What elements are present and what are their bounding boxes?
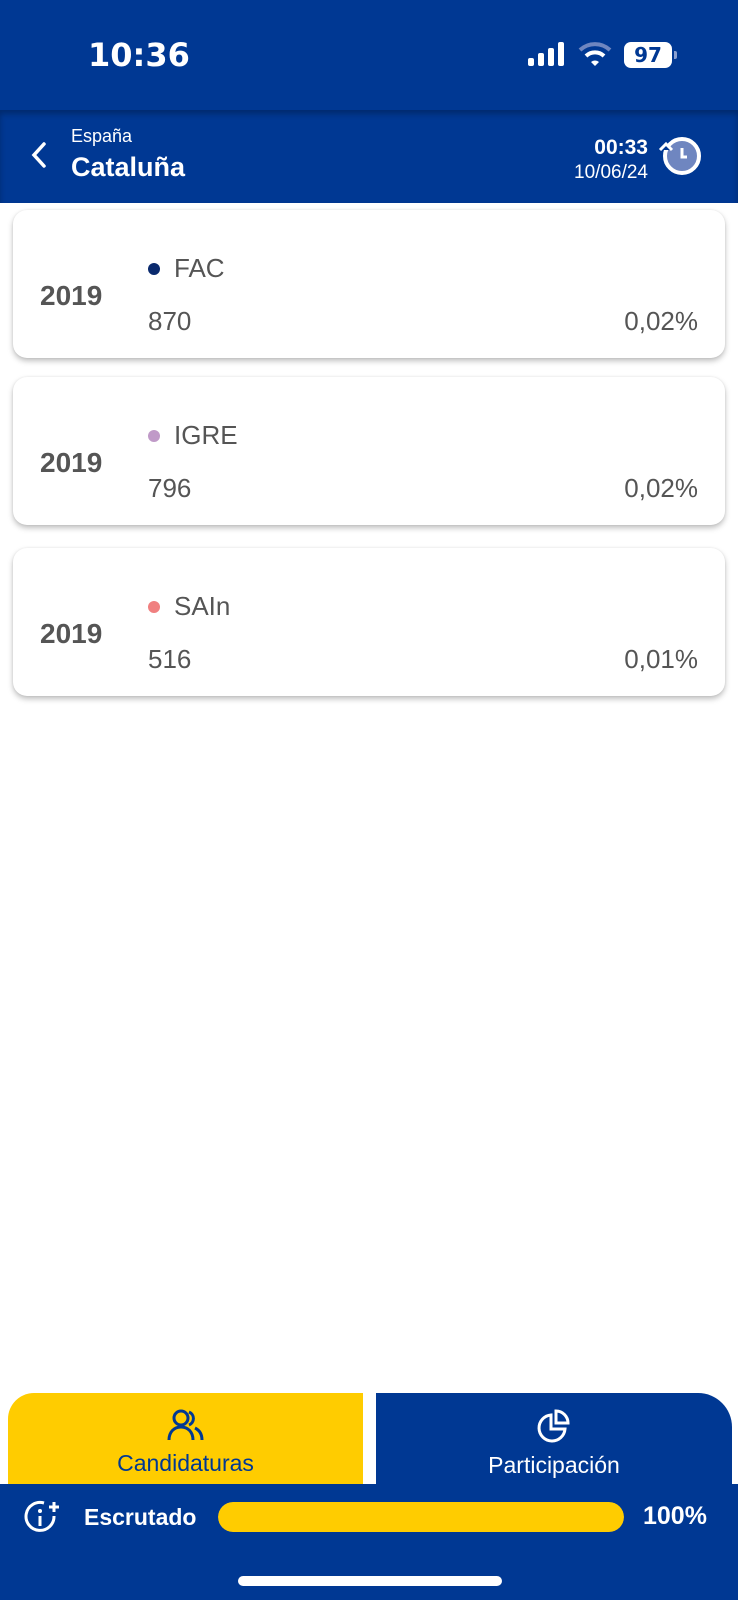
year: 2019 [40,618,103,649]
tab-label: Participación [488,1452,620,1478]
percent: 0,01% [624,644,698,674]
result-card[interactable]: 2019 IGRE 796 0,02% [13,377,725,525]
battery-icon: 97 [624,42,677,68]
status-bar: 10:36 97 [0,0,738,110]
breadcrumb[interactable]: España [71,126,133,146]
votes: 870 [148,306,192,336]
party-name: IGRE [174,420,238,450]
wifi-icon [578,42,612,66]
home-indicator[interactable] [238,1576,502,1586]
update-date: 10/06/24 [574,162,648,183]
party-color-dot [148,430,160,442]
votes: 516 [148,644,192,674]
scrutiny-label: Escrutado [84,1504,197,1530]
back-button[interactable] [30,140,48,178]
result-card[interactable]: 2019 FAC 870 0,02% [13,210,725,358]
party-color-dot [148,601,160,613]
page-title: Cataluña [71,152,186,182]
party-name: SAIn [174,591,231,621]
scrutiny-bar: Escrutado 100% [0,1484,738,1600]
percent: 0,02% [624,473,698,503]
tab-label: Candidaturas [117,1450,254,1476]
update-time: 00:33 [594,136,648,159]
chevron-left-icon [31,142,46,168]
info-plus-icon[interactable] [24,1500,64,1536]
year: 2019 [40,280,103,311]
tab-candidaturas[interactable]: Candidaturas [8,1393,363,1493]
party-color-dot [148,263,160,275]
scrutiny-progress [218,1502,624,1532]
clock: 10:36 [88,36,190,74]
pie-chart-icon [537,1409,570,1443]
signal-icon [528,42,564,66]
scrutiny-percent: 100% [643,1502,707,1530]
votes: 796 [148,473,192,503]
year: 2019 [40,447,103,478]
top-bar: España Cataluña 00:33 10/06/24 [0,110,738,203]
result-card[interactable]: 2019 SAIn 516 0,01% [13,548,725,696]
history-icon[interactable] [658,134,702,178]
users-icon [167,1409,203,1441]
party-name: FAC [174,253,225,283]
tab-participacion[interactable]: Participación [376,1393,732,1493]
progress-fill [218,1502,624,1532]
percent: 0,02% [624,306,698,336]
